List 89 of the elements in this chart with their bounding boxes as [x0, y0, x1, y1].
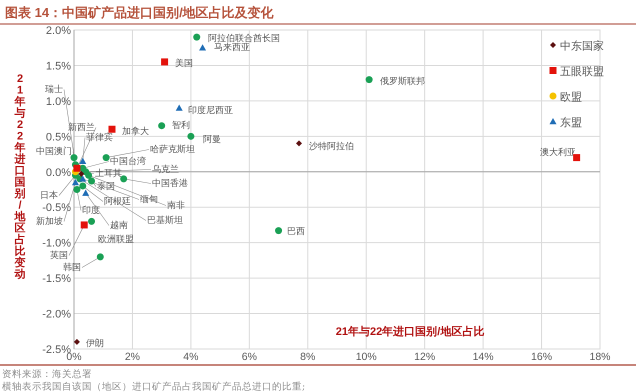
y-tick-label: -0.5%: [42, 202, 72, 214]
annotation: 伊朗: [86, 338, 104, 349]
annotation: 美国: [175, 58, 193, 69]
point: [74, 338, 80, 345]
x-tick-label: 2%: [124, 351, 140, 363]
annotation: 巴西: [287, 227, 305, 237]
point: [176, 104, 183, 111]
point: [108, 126, 116, 133]
point: [161, 58, 168, 66]
annotation: 印度: [82, 205, 100, 216]
y-tick-label: 1.5%: [46, 60, 72, 72]
x-tick-label: 8%: [300, 351, 316, 363]
annotation: 瑞士: [45, 84, 63, 95]
point: [82, 190, 90, 196]
annotation: 英国: [50, 250, 68, 261]
annotation: 智利: [172, 120, 190, 131]
annotation: 中国澳门: [36, 146, 72, 157]
point: [275, 227, 282, 234]
text: 横轴表示我国自该国（地区）进口矿产品占我国矿产品总进口的比重;: [2, 380, 306, 392]
point: [193, 34, 200, 41]
annotation: 新加坡: [36, 216, 63, 227]
annotation: 哈萨克斯坦: [150, 144, 195, 155]
point: [102, 154, 110, 162]
point: [120, 175, 128, 182]
text: 资料来源：海关总署: [2, 368, 92, 380]
annotation: 缅甸: [140, 194, 158, 205]
annotation: 新西兰: [68, 122, 95, 133]
y-tick-label: 2.0%: [46, 25, 72, 37]
annotation: 韩国: [63, 262, 81, 273]
annotation: 加拿大: [122, 126, 149, 137]
point: [80, 221, 88, 228]
y-tick-label: 0.5%: [46, 131, 72, 144]
annotation: 菲律宾: [86, 132, 113, 143]
annotation: 马来西亚: [214, 42, 250, 53]
point: [88, 177, 96, 184]
legend-label: 五眼联盟: [560, 65, 604, 78]
x-tick-label: 0%: [66, 351, 82, 363]
point: [158, 122, 166, 130]
x-tick-label: 10%: [356, 351, 377, 363]
point: [199, 44, 206, 51]
text: 21年与22年进口国别/地区占比变动: [14, 73, 26, 280]
annotation: 越南: [110, 220, 128, 231]
x-tick-label: 6%: [242, 351, 257, 363]
x-tick-label: 12%: [414, 351, 436, 363]
legend-label: 欧盟: [560, 90, 582, 104]
annotation: 阿根廷: [104, 196, 131, 207]
y-tick-label: -2.0%: [42, 308, 72, 321]
annotation: 巴基斯坦: [147, 215, 183, 226]
point: [72, 178, 79, 186]
point: [296, 140, 302, 146]
legend-label: 中东国家: [560, 40, 604, 52]
y-tick-label: -1.5%: [42, 273, 72, 286]
y-tick-label: 0.0%: [46, 166, 72, 179]
annotation: 印度尼西亚: [188, 105, 233, 116]
point: [70, 154, 78, 162]
annotation: 中国台湾: [110, 156, 146, 167]
annotation: 沙特阿拉伯: [309, 141, 354, 152]
y-tick-label: -1.0%: [42, 238, 72, 250]
x-tick-label: 14%: [472, 351, 494, 363]
point: [85, 172, 92, 179]
x-tick-label: 18%: [589, 351, 611, 363]
annotation: 阿曼: [203, 134, 221, 145]
x-tick-label: 16%: [531, 351, 552, 363]
annotation: 南非: [167, 200, 185, 211]
annotation: 澳大利亚: [540, 147, 576, 158]
annotation: 中国香港: [152, 178, 188, 189]
annotation: 欧洲联盟: [98, 234, 134, 245]
annotation: 俄罗斯联邦: [380, 76, 425, 87]
point: [96, 253, 104, 260]
annotation: 土耳其: [95, 168, 122, 179]
point: [73, 186, 80, 193]
annotation: 日本: [40, 190, 58, 201]
point: [78, 170, 84, 177]
point: [73, 164, 80, 172]
annotation: 阿拉伯联合酋长国: [208, 33, 280, 44]
x-axis-title: 21年与22年进口国别/地区占比: [336, 325, 484, 338]
point: [573, 154, 580, 162]
point: [88, 218, 96, 225]
annotation: 泰国: [97, 181, 115, 192]
annotation: 乌克兰: [152, 164, 179, 175]
point: [187, 132, 194, 140]
legend-label: 东盟: [560, 116, 582, 129]
x-tick-label: 4%: [183, 351, 198, 363]
y-tick-label: 1.0%: [46, 96, 72, 108]
point: [79, 182, 86, 190]
point: [79, 175, 86, 182]
chart-title: 图表 14：中国矿产品进口国别/地区占比及变化: [5, 5, 275, 20]
point: [79, 158, 86, 164]
point: [366, 76, 373, 84]
